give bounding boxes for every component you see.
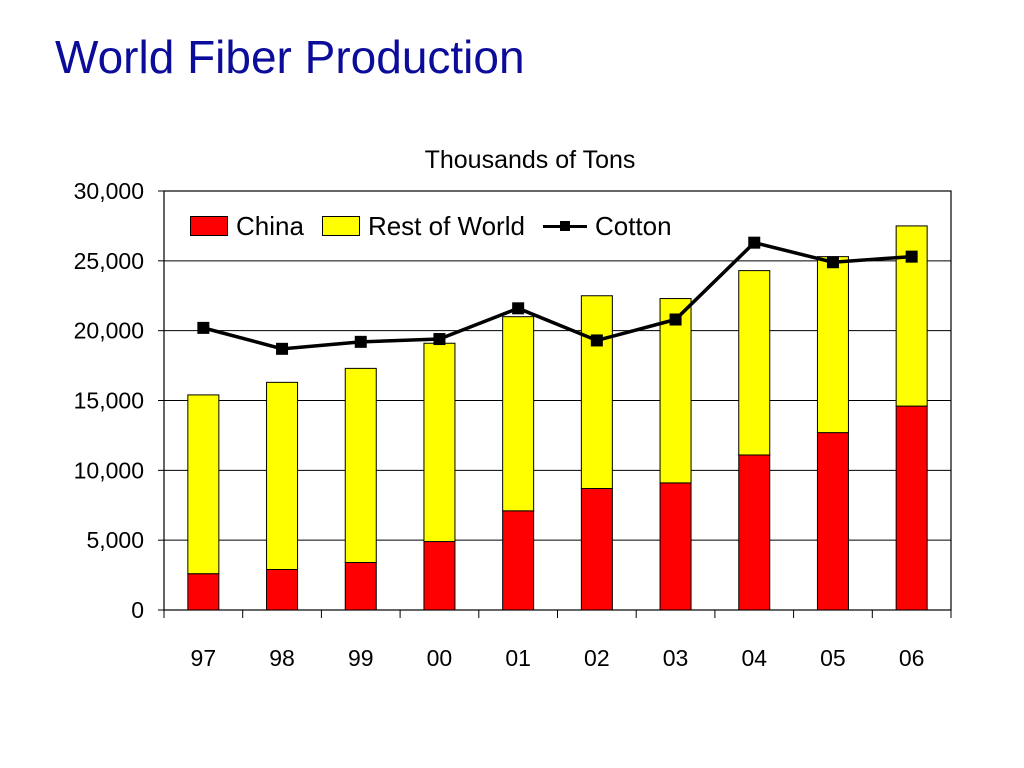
y-tick-label: 10,000 (74, 457, 144, 483)
chart-title: Thousands of Tons (424, 146, 636, 174)
bar-china (816, 432, 849, 611)
bar-china (659, 482, 692, 611)
bar-china (187, 573, 220, 611)
bar-china (266, 568, 299, 611)
legend-item-china: China (190, 211, 304, 242)
x-tick-label: 05 (820, 645, 846, 671)
marker-cotton (276, 342, 289, 355)
marker-cotton (354, 335, 367, 348)
legend-label-rest-of-world: Rest of World (367, 210, 525, 241)
marker-cotton (748, 236, 761, 249)
y-tick-label: 15,000 (74, 388, 144, 414)
bar-rest-of-world (266, 381, 299, 570)
x-tick-label: 03 (663, 645, 689, 671)
bar-rest-of-world (816, 256, 849, 434)
legend-swatch-china (190, 216, 228, 236)
bar-rest-of-world (580, 295, 613, 489)
bar-china (895, 405, 928, 611)
line-cotton (202, 240, 912, 351)
marker-cotton (512, 302, 525, 315)
bar-china (502, 510, 535, 611)
marker-cotton (433, 333, 446, 346)
bar-rest-of-world (187, 394, 220, 575)
marker-cotton (590, 334, 603, 347)
x-tick-label: 04 (741, 645, 767, 671)
x-tick-label: 02 (584, 645, 610, 671)
x-tick-label: 06 (899, 645, 925, 671)
x-tick-label: 97 (191, 645, 217, 671)
legend: China Rest of World Cotton (190, 210, 690, 242)
bar-rest-of-world (659, 298, 692, 484)
legend-swatch-cotton (542, 217, 587, 235)
legend-item-rest-of-world: Rest of World (321, 210, 525, 242)
bar-china (423, 541, 456, 611)
legend-swatch-rest-of-world (321, 216, 360, 236)
page-title: World Fiber Production (55, 31, 525, 83)
marker-cotton (905, 250, 918, 263)
legend-item-cotton: Cotton (542, 210, 672, 242)
x-tick-label: 00 (427, 645, 453, 671)
y-tick-label: 30,000 (74, 178, 144, 204)
y-tick-label: 25,000 (74, 248, 144, 274)
bar-rest-of-world (423, 342, 456, 543)
bar-rest-of-world (738, 270, 771, 456)
legend-label-china: China (236, 210, 304, 241)
marker-cotton (669, 313, 682, 326)
x-tick-label: 99 (348, 645, 374, 671)
y-tick-label: 5,000 (86, 527, 144, 553)
x-tick-label: 01 (505, 645, 531, 671)
bar-china (344, 562, 377, 611)
bar-rest-of-world (502, 316, 535, 512)
y-tick-label: 0 (131, 597, 144, 623)
bar-china (738, 454, 771, 611)
bar-rest-of-world (344, 367, 377, 564)
x-tick-label: 98 (269, 645, 295, 671)
marker-cotton (826, 256, 839, 269)
legend-label-cotton: Cotton (594, 210, 672, 241)
marker-cotton (197, 321, 210, 334)
y-tick-label: 20,000 (74, 318, 144, 344)
bar-china (580, 487, 613, 611)
